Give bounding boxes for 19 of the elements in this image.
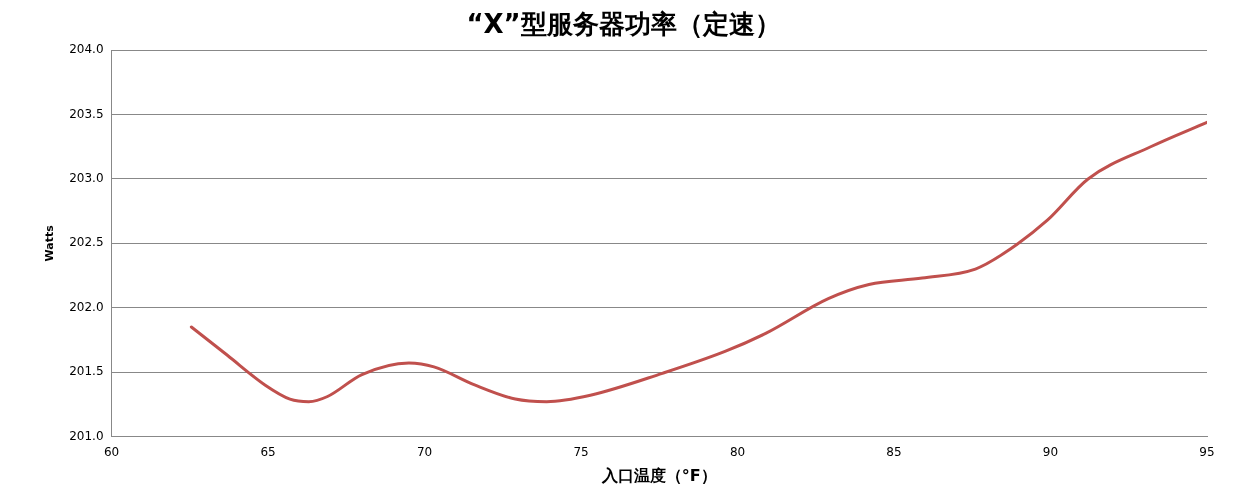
x-axis-title: 入口温度（°F） (600, 465, 717, 485)
y-tick-label: 203.0 (69, 171, 104, 186)
chart-title: “X”型服务器功率（定速） (466, 9, 781, 40)
x-tick-label: 70 (416, 444, 433, 459)
x-tick-label: 65 (260, 444, 276, 459)
x-tick-label: 75 (573, 444, 589, 459)
y-tick-label: 201.5 (69, 364, 104, 379)
y-tick-label: 203.5 (69, 106, 104, 121)
x-tick-label: 80 (729, 444, 746, 459)
y-axis-title: Watts (43, 224, 57, 262)
y-tick-label: 204.0 (69, 42, 104, 57)
y-tick-label: 202.0 (69, 299, 104, 314)
x-tick-label: 60 (103, 444, 120, 459)
x-tick-label: 95 (1199, 444, 1215, 459)
line-series (189, 120, 1207, 404)
y-tick-label: 201.0 (69, 428, 104, 443)
x-tick-label: 90 (1042, 444, 1059, 459)
y-tick-label: 202.5 (69, 235, 104, 250)
x-tick-label: 85 (886, 444, 902, 459)
